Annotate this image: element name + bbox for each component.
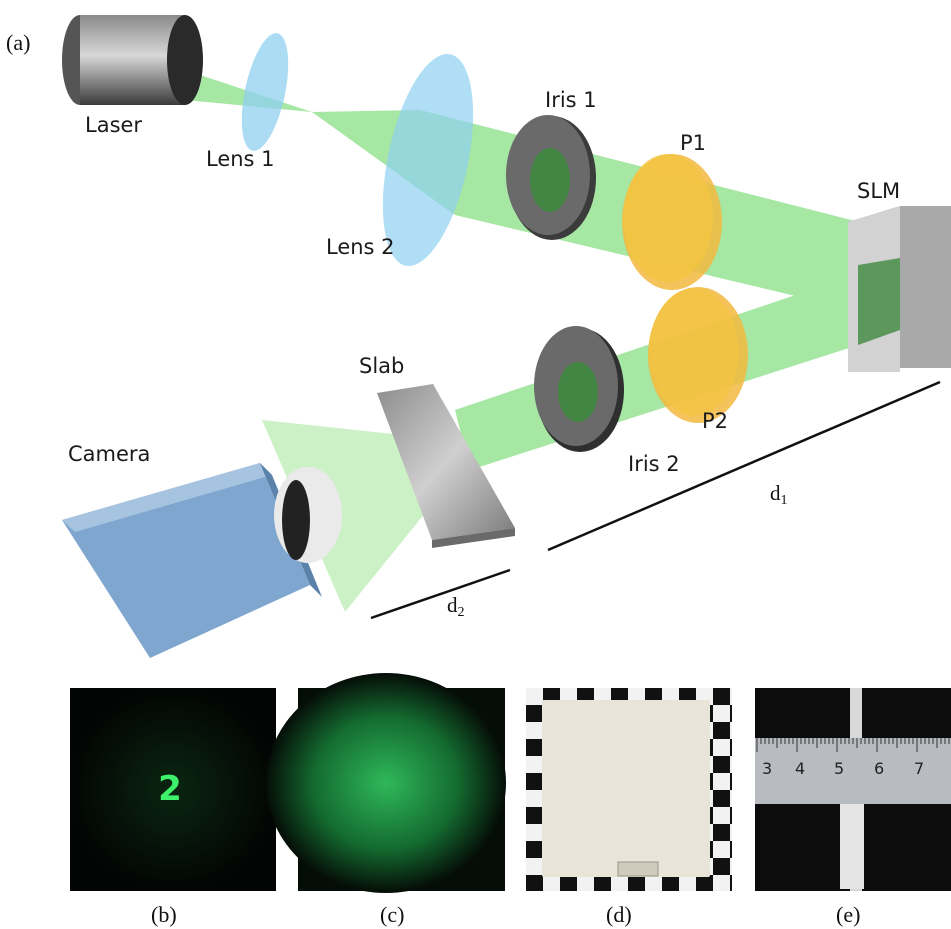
label-lens-1: Lens 1	[206, 147, 275, 171]
panel-label-d: (d)	[606, 902, 632, 927]
checker-square	[730, 824, 732, 841]
iris-1	[506, 115, 596, 240]
ruler-ticks	[756, 738, 950, 752]
photo-e: 3 4 5 6 7	[755, 688, 951, 891]
label-camera: Camera	[68, 442, 150, 466]
label-slab: Slab	[359, 354, 404, 378]
ruler-number: 4	[795, 759, 805, 778]
panel-label-b: (b)	[151, 902, 177, 927]
label-lens-2: Lens 2	[326, 235, 395, 259]
panel-label-c: (c)	[380, 902, 404, 927]
distance-line-d1	[547, 380, 941, 552]
checker-square	[543, 875, 560, 891]
ruler-number: 3	[762, 759, 772, 778]
label-slm: SLM	[857, 179, 900, 203]
checker-square	[526, 756, 543, 773]
checker-square	[713, 807, 730, 824]
checker-square	[730, 722, 732, 739]
checker-square	[713, 841, 730, 858]
label-laser: Laser	[85, 113, 142, 137]
checker-square	[526, 824, 543, 841]
slm	[848, 206, 951, 372]
checker-square	[730, 756, 732, 773]
ruler-number: 7	[914, 759, 924, 778]
checker-square	[679, 875, 696, 891]
panel-label-a: (a)	[6, 30, 30, 55]
photo-c	[266, 673, 506, 893]
ruler-number: 5	[834, 759, 844, 778]
checker-square	[577, 875, 594, 891]
checker-square	[611, 875, 628, 891]
checker-square	[730, 858, 732, 875]
iris-2	[534, 326, 624, 452]
checker-square	[713, 705, 730, 722]
checker-square	[730, 688, 732, 705]
photo-d	[526, 688, 732, 891]
camera	[62, 463, 342, 658]
label-p1: P1	[680, 131, 706, 155]
laser-body	[62, 15, 203, 105]
checker-square	[526, 858, 543, 875]
slab	[377, 384, 515, 548]
checker-square	[730, 790, 732, 807]
lens-2	[382, 54, 474, 266]
ruler	[755, 738, 951, 804]
photo-b-digit: 2	[158, 769, 182, 809]
polarizer-p2	[648, 287, 748, 423]
lens-1	[241, 33, 289, 151]
label-p2: P2	[702, 409, 728, 433]
label-iris-2: Iris 2	[628, 452, 680, 476]
distance-line-d2	[370, 568, 511, 620]
label-iris-1: Iris 1	[545, 88, 597, 112]
polarizer-p1	[622, 154, 722, 290]
label-d1: d1	[770, 481, 788, 508]
checker-square	[526, 722, 543, 739]
ruler-number: 6	[874, 759, 884, 778]
checker-square	[713, 875, 730, 891]
checker-square	[526, 688, 543, 705]
label-d2: d2	[447, 593, 465, 620]
checker-square	[713, 739, 730, 756]
checker-square	[713, 773, 730, 790]
checker-square	[645, 875, 662, 891]
photo-d-slab-sample	[542, 700, 710, 877]
photo-b: 2	[70, 688, 276, 891]
checker-square	[526, 790, 543, 807]
panel-label-e: (e)	[836, 902, 860, 927]
